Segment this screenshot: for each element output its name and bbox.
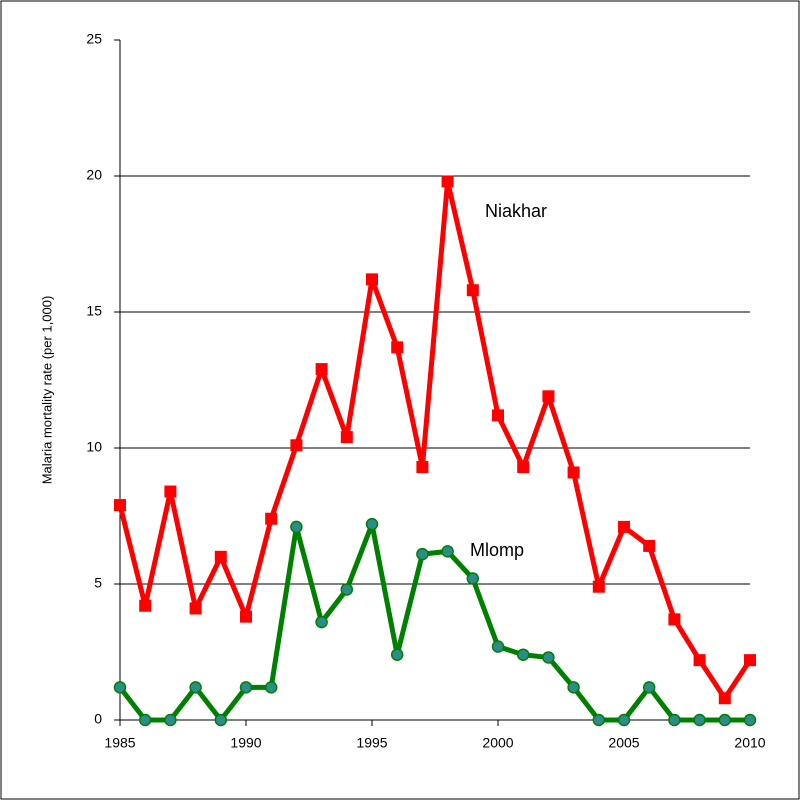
marker xyxy=(592,713,606,727)
marker xyxy=(743,713,757,727)
marker xyxy=(189,602,202,615)
marker xyxy=(643,539,656,552)
marker xyxy=(416,461,429,474)
marker xyxy=(441,175,454,188)
marker xyxy=(390,648,404,661)
x-tick-label: 2000 xyxy=(482,735,513,751)
marker xyxy=(290,520,303,534)
x-tick-label: 1990 xyxy=(230,735,261,751)
y-tick-label: 20 xyxy=(86,167,102,183)
marker xyxy=(744,654,756,667)
marker xyxy=(138,713,152,727)
marker xyxy=(164,713,177,727)
marker xyxy=(139,599,152,612)
marker xyxy=(391,341,404,354)
marker xyxy=(113,681,127,694)
marker xyxy=(214,713,228,727)
marker xyxy=(164,485,177,498)
marker xyxy=(693,713,706,727)
marker xyxy=(214,550,227,563)
y-tick-label: 5 xyxy=(94,575,102,591)
marker xyxy=(315,363,328,376)
marker xyxy=(617,713,631,727)
x-tick-label: 2005 xyxy=(608,735,639,751)
marker xyxy=(240,610,252,623)
y-tick-label: 15 xyxy=(86,303,102,319)
x-tick-label: 1995 xyxy=(356,735,387,751)
marker xyxy=(492,409,504,422)
marker xyxy=(668,613,681,626)
marker xyxy=(340,431,353,444)
y-tick-label: 25 xyxy=(86,31,102,47)
series-label: Mlomp xyxy=(470,540,524,560)
y-tick-label: 10 xyxy=(86,439,102,455)
marker xyxy=(592,580,605,593)
series-line xyxy=(118,521,750,723)
marker xyxy=(189,681,202,694)
marker xyxy=(567,466,580,479)
marker xyxy=(642,681,656,694)
x-tick-label: 2010 xyxy=(734,735,765,751)
marker xyxy=(718,713,732,727)
x-tick-label: 1985 xyxy=(104,735,135,751)
marker xyxy=(416,547,429,561)
marker xyxy=(693,654,706,667)
marker xyxy=(340,583,354,596)
marker xyxy=(542,651,555,664)
marker xyxy=(114,499,126,512)
marker xyxy=(466,572,480,585)
marker xyxy=(315,615,328,629)
marker xyxy=(618,520,630,533)
marker xyxy=(491,640,505,653)
marker xyxy=(517,461,530,474)
marker xyxy=(365,517,379,531)
marker xyxy=(366,273,378,286)
marker xyxy=(542,390,555,403)
y-tick-label: 0 xyxy=(94,711,102,727)
y-axis-label: Malaria mortality rate (per 1,000) xyxy=(39,296,54,485)
marker xyxy=(516,648,530,661)
marker xyxy=(264,681,278,694)
series-label: Niakhar xyxy=(485,201,547,221)
marker xyxy=(290,439,303,452)
marker xyxy=(567,681,580,694)
marker xyxy=(718,692,731,705)
marker xyxy=(441,545,454,558)
marker xyxy=(239,681,253,694)
marker xyxy=(265,512,278,525)
marker xyxy=(466,284,479,297)
marker xyxy=(668,713,681,727)
